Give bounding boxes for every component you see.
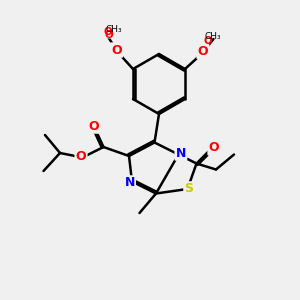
Text: N: N	[124, 176, 135, 190]
Text: N: N	[176, 146, 186, 160]
Text: O: O	[203, 35, 212, 46]
Text: O: O	[76, 150, 86, 164]
Text: O: O	[198, 45, 208, 58]
Text: CH₃: CH₃	[205, 32, 221, 40]
Text: S: S	[184, 182, 194, 196]
Text: O: O	[208, 141, 219, 154]
Text: O: O	[88, 119, 99, 133]
Text: O: O	[111, 44, 122, 57]
Text: CH₃: CH₃	[105, 26, 122, 34]
Text: O: O	[103, 27, 112, 38]
Text: O: O	[104, 30, 113, 40]
